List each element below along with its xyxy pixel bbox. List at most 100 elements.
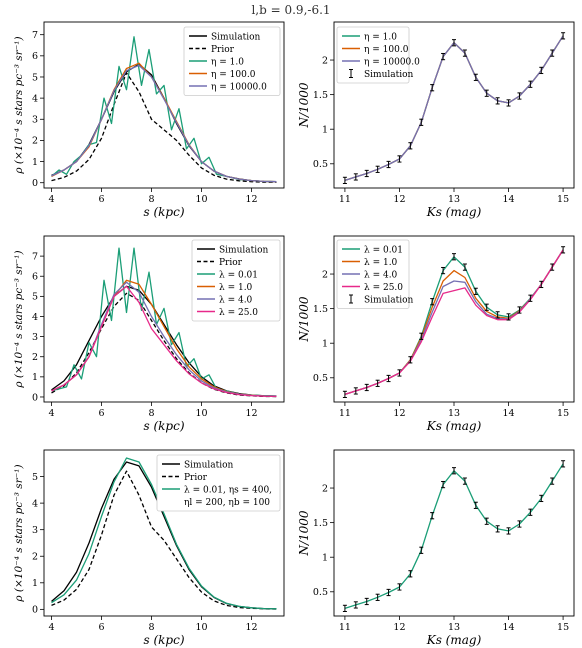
x-tick-label: 14 — [502, 408, 514, 419]
legend-label: η = 1.0 — [364, 32, 397, 42]
y-tick-label: 5 — [32, 292, 38, 303]
y-tick-label: 1 — [322, 553, 328, 564]
legend-label: λ = 4.0 — [364, 270, 398, 280]
x-tick-label: 14 — [502, 622, 514, 633]
legend-label: Simulation — [184, 460, 234, 470]
series-line-2 — [51, 72, 277, 183]
legend: Simulation Prior η = 1.0 η = 100.0 η = 10000… — [183, 26, 281, 96]
plot-frame — [333, 449, 575, 617]
legend-label-cont: ηl = 200, ηb = 100 — [184, 498, 270, 508]
y-tick-label: 3 — [32, 115, 38, 126]
legend-label: η = 10000.0 — [364, 57, 420, 67]
legend-box — [191, 239, 281, 322]
y-tick-label: 0.5 — [313, 159, 328, 170]
y-tick-label: 1.5 — [313, 518, 328, 529]
y-axis-label: ρ (×10⁻⁴ s stars pc⁻³ sr⁻¹) — [13, 464, 25, 602]
x-axis-label: Ks (mag) — [426, 205, 482, 219]
series-group — [51, 36, 277, 183]
x-axis-label: Ks (mag) — [426, 633, 482, 647]
series-line-2 — [51, 292, 277, 398]
y-tick-label: 1 — [32, 157, 38, 168]
legend-label: λ = 0.01 — [364, 245, 403, 255]
y-tick-label: 1 — [32, 578, 38, 589]
series-line-5 — [51, 64, 277, 183]
x-tick-label: 14 — [502, 194, 514, 205]
x-tick-label: 11 — [339, 622, 351, 633]
y-tick-label: 0 — [32, 392, 38, 403]
legend: Simulation Prior λ = 0.01 λ = 1.0 λ = 4.0 λ =… — [191, 239, 281, 322]
series-group — [342, 460, 566, 613]
series-group — [342, 32, 566, 185]
x-tick-label: 13 — [448, 622, 460, 633]
x-tick-label: 4 — [48, 622, 54, 633]
y-tick-label: 4 — [32, 93, 38, 104]
legend-label: Prior — [211, 45, 235, 55]
x-tick-label: 8 — [148, 408, 154, 419]
series-line-4 — [344, 249, 564, 396]
series-line-1 — [344, 463, 564, 610]
legend-label: λ = 1.0 — [219, 283, 253, 293]
legend-box — [156, 454, 281, 512]
y-tick-label: 2 — [322, 55, 328, 66]
y-tick-label: 4 — [32, 312, 38, 323]
x-axis-label: s (kpc) — [143, 205, 184, 219]
x-tick-label: 12 — [393, 194, 405, 205]
legend-label: η = 10000.0 — [211, 82, 267, 92]
y-tick-label: 0 — [32, 605, 38, 616]
y-axis-label: ρ (×10⁻⁴ s stars pc⁻³ sr⁻¹) — [13, 36, 25, 174]
x-tick-label: 12 — [245, 622, 257, 633]
legend: Simulation Prior λ = 0.01, ηs = 400, ηl = 2… — [156, 454, 281, 512]
legend-label: λ = 4.0 — [219, 295, 253, 305]
y-tick-label: 5 — [32, 72, 38, 83]
x-tick-label: 6 — [98, 194, 104, 205]
y-tick-label: 4 — [32, 498, 38, 509]
y-tick-label: 2 — [322, 269, 328, 280]
legend-label: Simulation — [364, 70, 414, 80]
x-tick-label: 15 — [557, 194, 569, 205]
legend-label: η = 1.0 — [211, 57, 244, 67]
legend: η = 1.0 η = 100.0 η = 10000.0 Simulation — [336, 26, 420, 84]
x-tick-label: 11 — [339, 408, 351, 419]
x-tick-label: 11 — [339, 194, 351, 205]
x-tick-label: 15 — [557, 622, 569, 633]
y-axis-label: N/1000 — [297, 296, 311, 342]
figure-title: l,b = 0.9,-6.1 — [251, 3, 331, 17]
y-axis-label: ρ (×10⁻⁴ s stars pc⁻³ sr⁻¹) — [13, 250, 25, 388]
legend-box — [336, 26, 410, 84]
y-tick-label: 5 — [32, 472, 38, 483]
legend-label: λ = 0.01 — [219, 270, 258, 280]
legend-label: Prior — [219, 258, 243, 268]
series-group — [342, 246, 566, 399]
x-tick-label: 12 — [245, 194, 257, 205]
series-line-6 — [51, 285, 277, 398]
y-tick-label: 2 — [32, 552, 38, 563]
y-tick-label: 0 — [32, 178, 38, 189]
chart-panel-4: 11 12 13 14 15 0.5 1 1.5 2 Ks (mag) N/1000 λ = 0.01… — [297, 235, 575, 433]
legend-label: λ = 0.01, ηs = 400, — [184, 485, 272, 495]
y-tick-label: 6 — [32, 272, 38, 283]
x-tick-label: 8 — [148, 622, 154, 633]
series-line-2 — [51, 470, 277, 610]
x-tick-label: 12 — [245, 408, 257, 419]
y-tick-label: 1.5 — [313, 90, 328, 101]
y-tick-label: 1 — [322, 339, 328, 350]
x-tick-label: 13 — [448, 194, 460, 205]
y-tick-label: 2 — [32, 352, 38, 363]
chart-panel-6: 11 12 13 14 15 0.5 1 1.5 2 Ks (mag) N/1000 — [297, 449, 575, 647]
x-tick-label: 12 — [393, 408, 405, 419]
x-tick-label: 12 — [393, 622, 405, 633]
series-group — [51, 247, 277, 398]
legend-label: η = 100.0 — [364, 45, 409, 55]
legend-label: Simulation — [211, 32, 261, 42]
x-tick-label: 10 — [195, 194, 207, 205]
x-tick-label: 6 — [98, 408, 104, 419]
x-axis-label: s (kpc) — [143, 633, 184, 647]
legend-label: λ = 25.0 — [364, 283, 403, 293]
y-tick-label: 1 — [322, 125, 328, 136]
y-tick-label: 1.5 — [313, 304, 328, 315]
